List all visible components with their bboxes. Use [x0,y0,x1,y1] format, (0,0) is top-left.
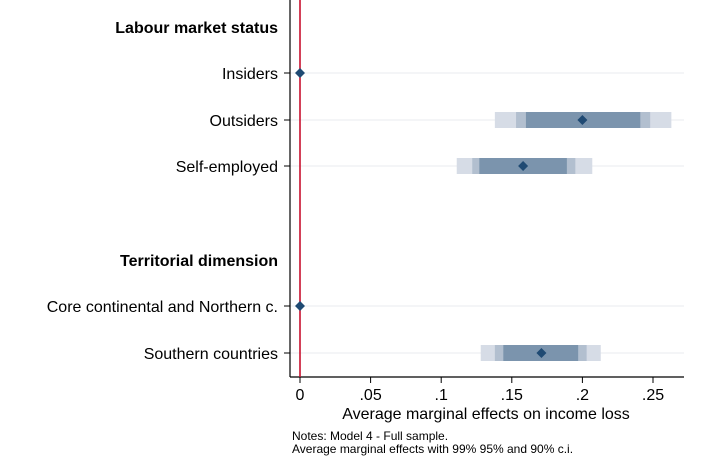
x-tick-label: .05 [359,387,381,404]
chart-notes: Notes: Model 4 - Full sample. Average ma… [292,430,573,456]
row-label: Outsiders [210,113,278,130]
coefficient-chart: 0 .05 .1 .15 .2 .25 Labour market status Insid… [47,0,684,423]
row-labels: Labour market status Insiders Outsiders Sel… [47,20,278,363]
axes: 0 .05 .1 .15 .2 .25 [284,0,684,404]
notes-line-2: Average marginal effects with 99% 95% an… [292,442,574,456]
x-tick-label: .15 [501,387,523,404]
x-axis-label: Average marginal effects on income loss [342,406,630,423]
group-header: Labour market status [115,20,278,37]
x-tick-label: .1 [435,387,448,404]
point-estimate-marker [295,68,305,78]
x-tick-label: .25 [642,387,664,404]
x-tick-label: 0 [296,387,305,404]
notes-line-1: Notes: Model 4 - Full sample. [292,429,449,443]
row-label: Insiders [222,66,278,83]
x-tick-label: .2 [576,387,589,404]
point-estimate-marker [295,301,305,311]
group-header: Territorial dimension [120,253,278,270]
point-estimate-marker [518,161,529,171]
row-label: Core continental and Northern c. [47,299,278,316]
row-label: Southern countries [144,346,278,363]
confidence-intervals [456,112,672,361]
row-label: Self-employed [176,159,278,176]
point-estimates [295,68,588,358]
point-estimate-marker [536,348,547,358]
point-estimate-marker [577,115,588,125]
